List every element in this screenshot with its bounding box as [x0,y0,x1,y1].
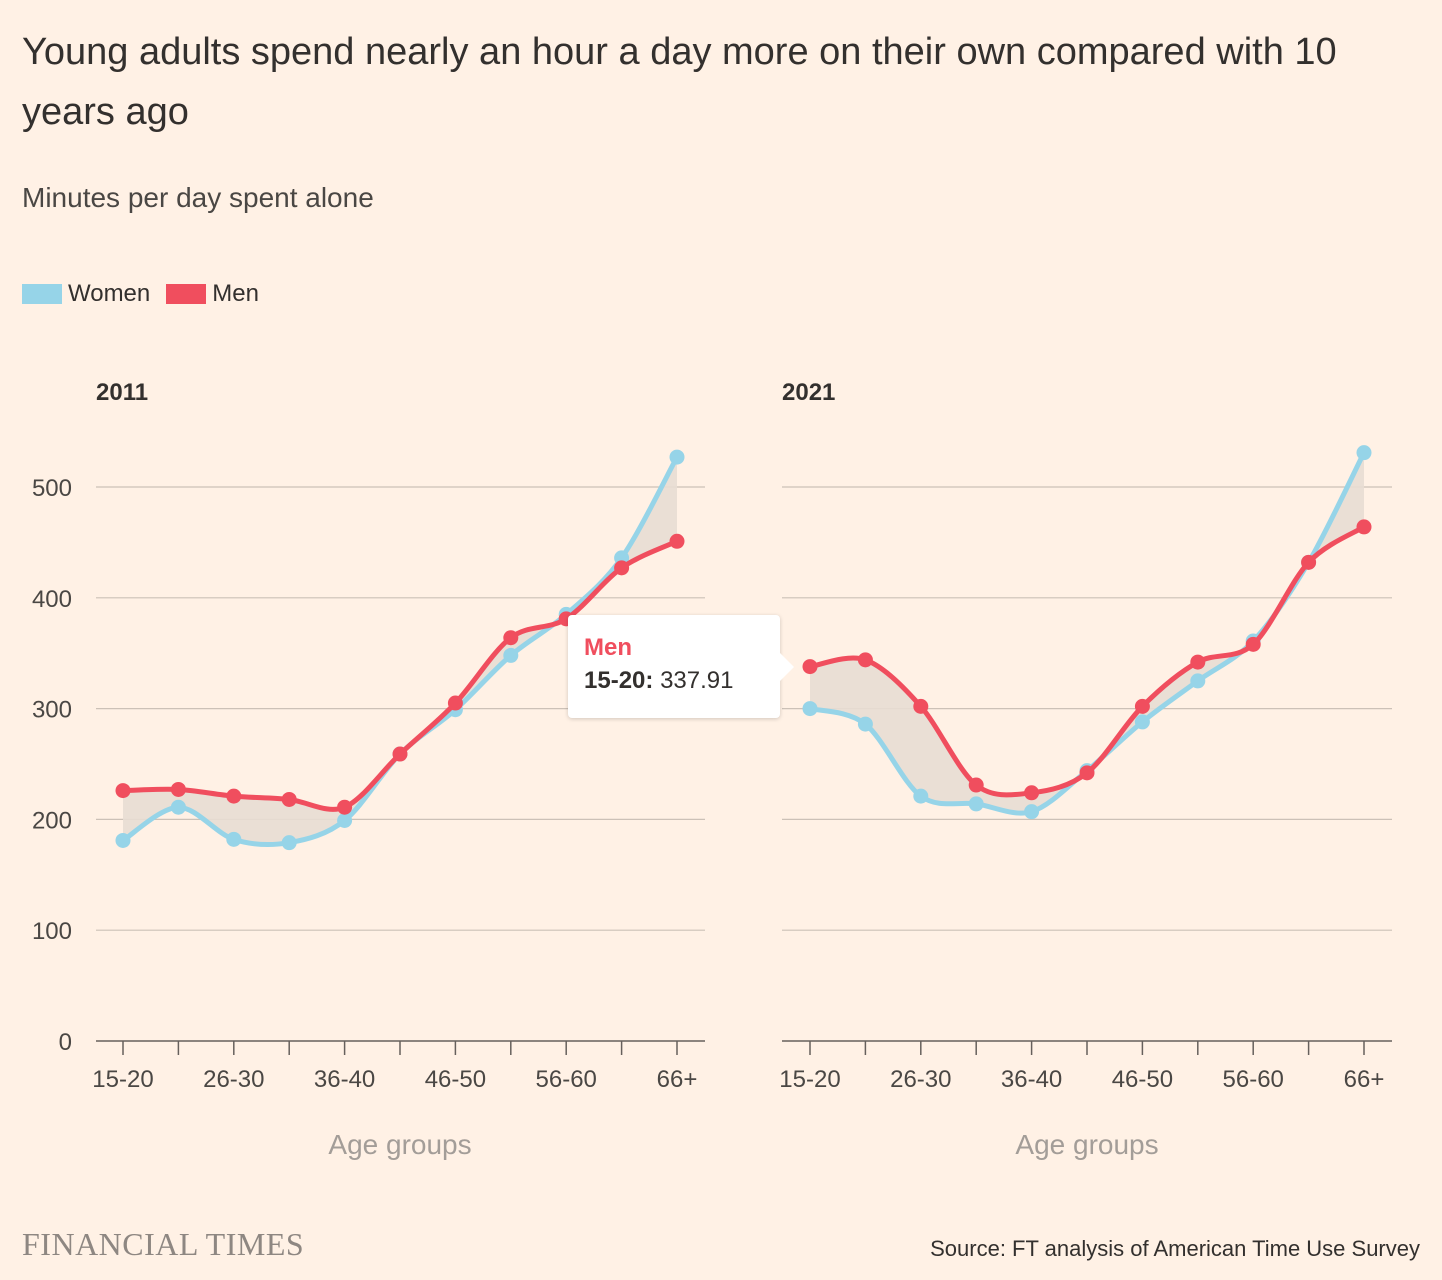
data-point-men [802,659,818,675]
x-tick-label: 36-40 [314,1066,375,1093]
data-point-men [226,788,242,804]
x-tick-label: 36-40 [1001,1066,1062,1093]
chart-subtitle: Minutes per day spent alone [22,182,374,213]
y-tick-label: 100 [32,918,72,945]
data-point-men [913,698,929,714]
data-point-men [614,560,630,576]
data-point-men [337,799,353,815]
data-point-women [281,835,297,851]
data-point-women [669,449,685,465]
data-point-men [447,695,463,711]
y-tick-label: 0 [59,1029,72,1056]
panel-title: 2011 [96,379,148,406]
data-point-men [1079,765,1095,781]
series-line-women [807,450,1367,816]
tooltip-category: 15-20 [584,667,646,694]
data-point-women [1190,673,1206,689]
data-point-women [115,832,131,848]
data-point-women [1356,445,1372,461]
x-tick-label: 46-50 [425,1066,486,1093]
ft-logo: FINANCIAL TIMES [22,1226,305,1262]
data-point-men [392,746,408,762]
x-tick-label: 66+ [657,1066,698,1093]
x-tick-label: 15-20 [92,1066,153,1093]
data-point-men [170,781,186,797]
data-point-women [968,796,984,812]
x-tick-label: 26-30 [890,1066,951,1093]
legend-item-men[interactable]: Men [166,280,259,308]
data-point-women [1024,804,1040,820]
x-tick-label: 66+ [1344,1066,1385,1093]
data-point-women [913,788,929,804]
tooltip-value-number: 337.91 [660,667,734,694]
data-point-women [802,701,818,717]
data-point-men [1356,519,1372,535]
legend-swatch-men [166,284,207,304]
legend-item-women[interactable]: Women [22,280,150,308]
x-tick-label: 56-60 [1223,1066,1284,1093]
y-tick-label: 500 [32,475,72,502]
tooltip-value: 15-20: 337.91 [584,667,734,694]
tooltip: Men 15-20: 337.91 [568,615,794,718]
data-point-women [170,799,186,815]
tooltip-arrow [780,653,794,681]
y-tick-label: 300 [32,697,72,724]
x-tick-label: 46-50 [1112,1066,1173,1093]
data-point-men [1190,654,1206,670]
data-point-women [226,831,242,847]
x-tick-label: 26-30 [203,1066,264,1093]
data-point-men [115,783,131,799]
chart-panel-2011: 2011 0 100 200 300 400 500 15-20 26-30 36-40 46-50… [32,379,705,1160]
data-point-men [1245,636,1261,652]
data-point-women [337,813,353,829]
legend-swatch-women [22,284,62,304]
data-point-men [1024,785,1040,801]
chart-panel-2021: 2021 15-20 26-30 36-40 46-50 56-60 66+ Age grou… [779,379,1392,1160]
panel-title: 2021 [782,379,835,406]
data-point-men [669,533,685,549]
data-point-women [503,647,519,663]
chart-title: Young adults spend nearly an hour a day … [22,31,1337,133]
x-axis-label: Age groups [328,1129,471,1160]
data-point-men [1301,554,1317,570]
legend-label-men: Men [212,280,259,307]
legend-label-women: Women [68,280,151,307]
x-tick-label: 56-60 [536,1066,597,1093]
data-point-men [1134,698,1150,714]
data-point-women [1134,714,1150,730]
data-point-men [857,652,873,668]
tooltip-series: Men [584,634,632,661]
data-point-men [968,777,984,793]
legend: Women Men [22,280,275,308]
series-line-men [807,524,1367,798]
x-tick-label: 15-20 [779,1066,840,1093]
source-note: Source: FT analysis of American Time Use… [930,1236,1420,1261]
y-tick-label: 200 [32,807,72,834]
data-point-women [857,716,873,732]
data-point-men [503,630,519,646]
y-tick-label: 400 [32,586,72,613]
x-axis-label: Age groups [1015,1129,1158,1160]
data-point-men [281,791,297,807]
